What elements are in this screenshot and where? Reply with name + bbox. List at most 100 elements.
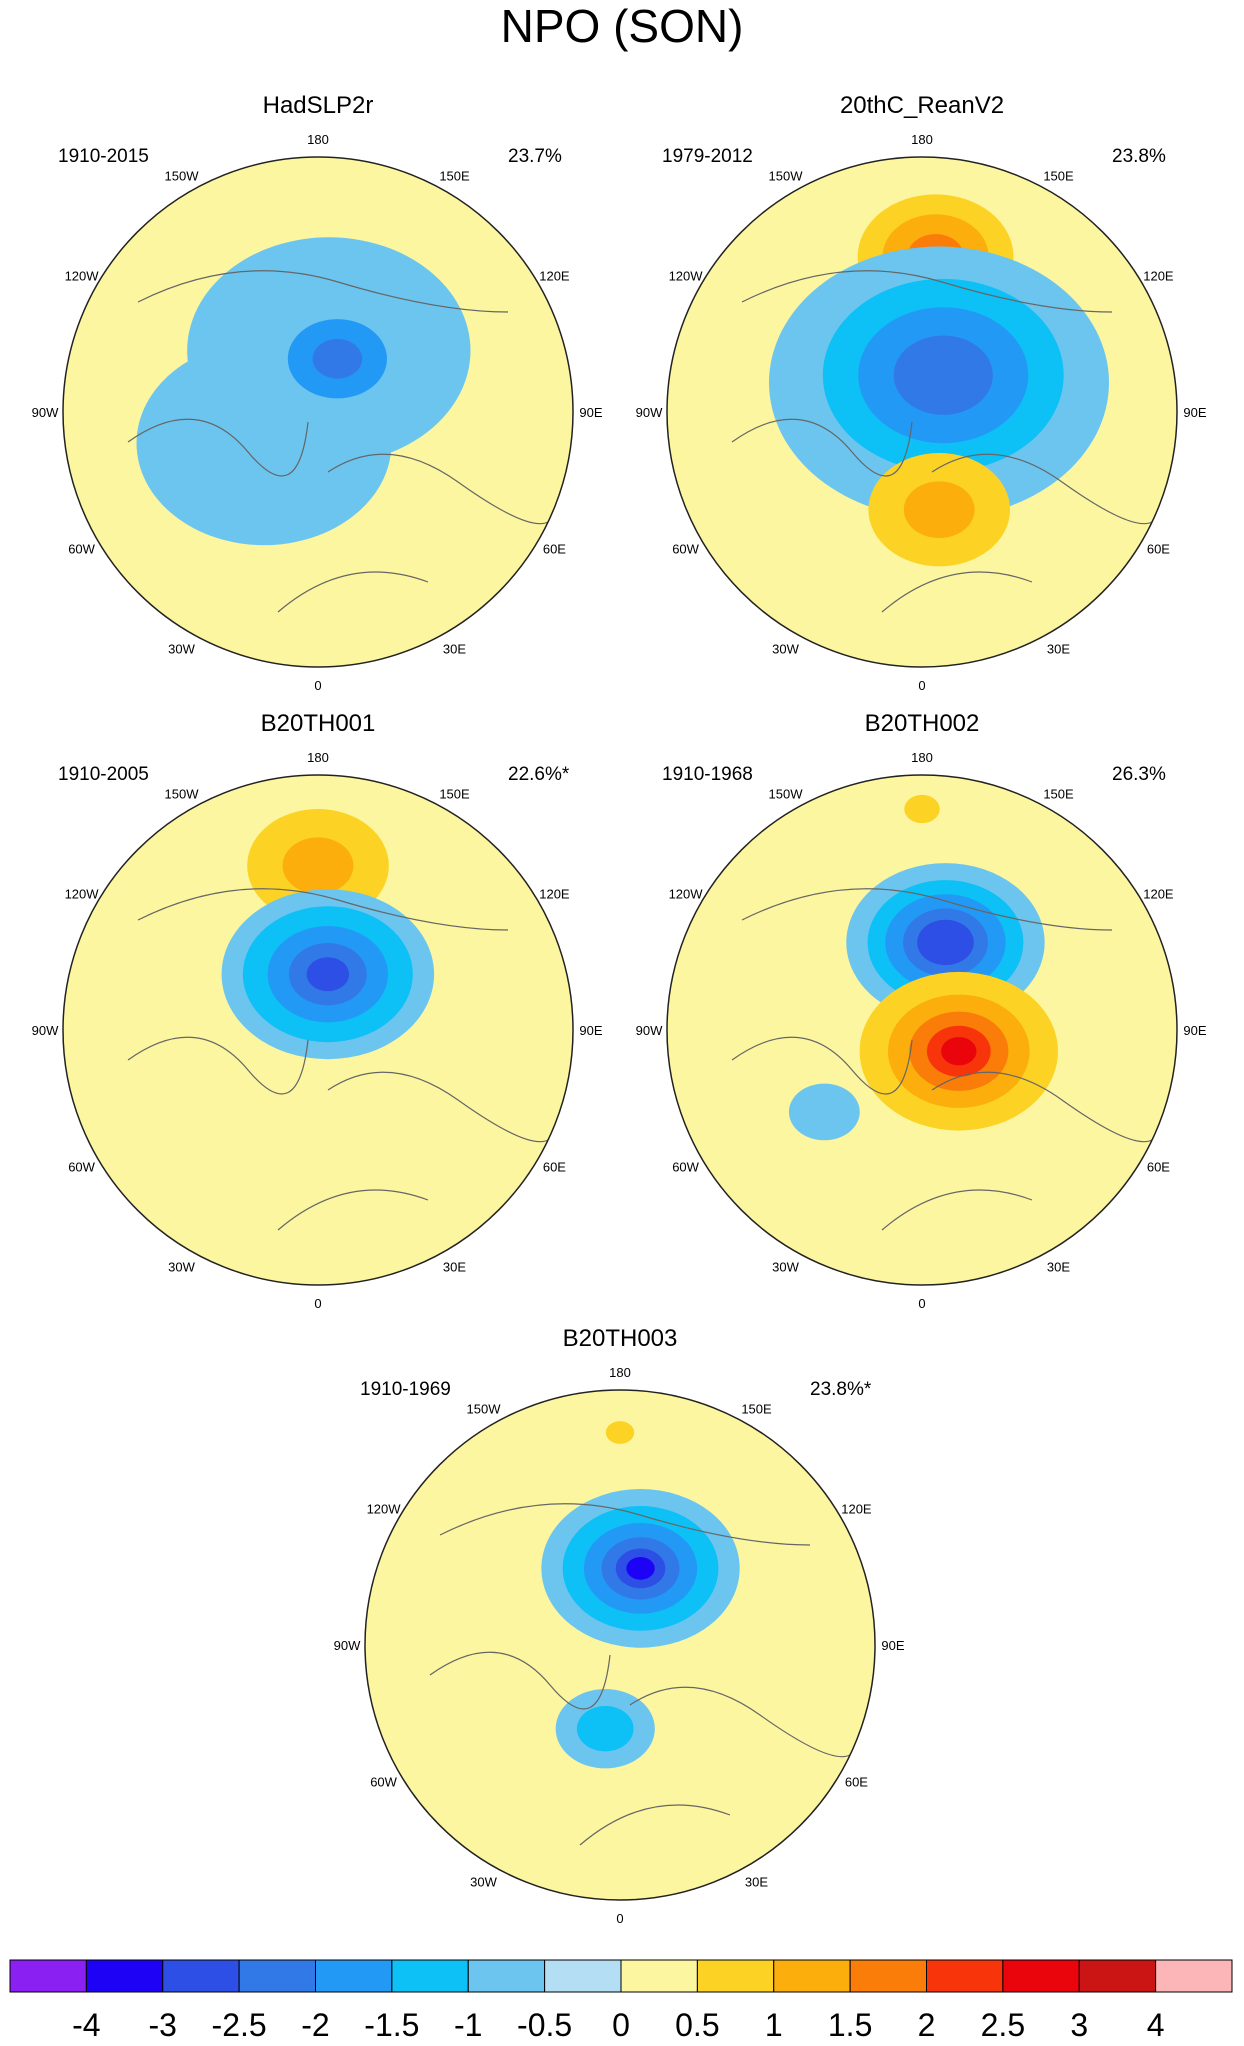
- lon-label: 30W: [168, 1259, 195, 1274]
- colorbar-swatch: [85, 1959, 164, 1993]
- lon-label: 90W: [636, 1023, 663, 1038]
- slp-field: [788, 794, 1058, 1141]
- colorbar-swatch: [696, 1959, 775, 1993]
- lon-label: 150E: [439, 787, 470, 802]
- slp-field: [221, 809, 435, 1060]
- panel-years: 1910-1968: [662, 764, 753, 785]
- lon-label: 180: [911, 132, 933, 147]
- colorbar-swatch: [315, 1959, 393, 1993]
- lon-label: 30W: [772, 641, 799, 656]
- lon-label: 150W: [165, 169, 200, 184]
- lon-label: 180: [307, 132, 329, 147]
- colorbar-swatch: [1155, 1959, 1233, 1993]
- lon-label: 120W: [669, 887, 704, 902]
- map-border: [62, 774, 574, 1286]
- slp-anomaly-blob: [788, 1083, 860, 1141]
- lon-label: 0: [918, 1296, 925, 1311]
- lon-label: 150E: [1043, 787, 1074, 802]
- colorbar-label: 4: [1147, 2007, 1165, 2043]
- slp-anomaly-blob: [605, 1421, 635, 1444]
- lon-label: 120E: [1143, 887, 1174, 902]
- lon-label: 150W: [467, 1402, 502, 1417]
- lon-label: 60E: [1147, 1160, 1170, 1175]
- map-border: [666, 774, 1178, 1286]
- lon-label: 120E: [539, 887, 570, 902]
- slp-anomaly-blob: [576, 1706, 634, 1752]
- lon-label: 90W: [334, 1638, 361, 1653]
- map-panels: HadSLP2r 1910-2015 23.7% 180 150E 120E 90E 60E 3…: [32, 92, 1207, 1926]
- lon-label: 30W: [772, 1259, 799, 1274]
- lon-label: 60E: [543, 1160, 566, 1175]
- colorbar-label: 2: [918, 2007, 936, 2043]
- lon-label: 60E: [543, 542, 566, 557]
- colorbar-swatch: [620, 1959, 698, 1993]
- lon-label: 150E: [439, 169, 470, 184]
- colorbar-label: -4: [72, 2007, 100, 2043]
- panel-variance: 23.8%: [1112, 146, 1166, 167]
- lon-label: 30E: [443, 1259, 466, 1274]
- slp-anomaly-blob: [941, 1037, 977, 1066]
- lon-label: 120E: [539, 269, 570, 284]
- colorbar-label: -2.5: [212, 2007, 267, 2043]
- figure-title: NPO (SON): [501, 0, 744, 52]
- lon-label: 0: [616, 1911, 623, 1926]
- colorbar-swatch: [849, 1959, 927, 1993]
- colorbar-label: 3: [1070, 2007, 1088, 2043]
- colorbar-label: 2.5: [981, 2007, 1025, 2043]
- coastlines: [731, 888, 1153, 1231]
- coastlines: [127, 270, 549, 613]
- slp-anomaly-blob: [626, 1557, 655, 1580]
- lon-label: 120E: [841, 1502, 872, 1517]
- coastlines: [127, 888, 549, 1231]
- colorbar-label: -1: [454, 2007, 482, 2043]
- map-panel-b20th002: B20TH002 1910-1968 26.3% 180 150E 120E 90E 60E 3…: [636, 710, 1207, 1311]
- map-panel-hadslp2r: HadSLP2r 1910-2015 23.7% 180 150E 120E 90E 60E 3…: [32, 92, 603, 693]
- lon-label: 90W: [32, 1023, 59, 1038]
- map-panel-20thc-reanv2: 20thC_ReanV2 1979-2012 23.8% 180 150E 120E 90E…: [636, 92, 1207, 693]
- colorbar-swatch: [1078, 1959, 1157, 1993]
- panel-variance: 23.7%: [508, 146, 562, 167]
- coastlines: [429, 1503, 851, 1846]
- lon-label: 150W: [769, 169, 804, 184]
- lon-label: 90E: [881, 1638, 904, 1653]
- lon-label: 30E: [1047, 1259, 1070, 1274]
- panel-years: 1979-2012: [662, 146, 753, 167]
- lon-label: 150E: [741, 1402, 772, 1417]
- colorbar-label: -0.5: [517, 2007, 572, 2043]
- panel-years: 1910-2015: [58, 146, 149, 167]
- colorbar-swatch: [544, 1959, 622, 1993]
- lon-label: 180: [609, 1365, 631, 1380]
- lon-label: 30E: [443, 641, 466, 656]
- slp-anomaly-blob: [282, 837, 354, 895]
- lon-label: 60W: [370, 1775, 397, 1790]
- lon-label: 30E: [1047, 641, 1070, 656]
- lon-label: 90E: [579, 405, 602, 420]
- lon-label: 150W: [165, 787, 200, 802]
- slp-anomaly-blob: [917, 919, 974, 966]
- slp-anomaly-blob: [903, 481, 975, 538]
- lon-label: 120W: [367, 1502, 402, 1517]
- panel-title: B20TH003: [563, 1325, 678, 1352]
- lon-label: 120E: [1143, 269, 1174, 284]
- colorbar-label: -1.5: [364, 2007, 419, 2043]
- slp-anomaly-blob: [893, 335, 993, 415]
- colorbar-swatch: [773, 1959, 851, 1993]
- colorbar-swatch: [162, 1959, 240, 1993]
- panel-title: HadSLP2r: [263, 92, 374, 119]
- slp-field: [541, 1421, 740, 1769]
- lon-label: 60W: [68, 1160, 95, 1175]
- lon-label: 120W: [65, 269, 100, 284]
- map-border: [364, 1389, 876, 1901]
- slp-anomaly-blob: [306, 957, 350, 992]
- coastlines: [731, 270, 1153, 613]
- lon-label: 30E: [745, 1874, 768, 1889]
- colorbar-swatch: [391, 1959, 469, 1993]
- lon-label: 180: [911, 750, 933, 765]
- lon-label: 0: [918, 678, 925, 693]
- lon-label: 60W: [672, 1160, 699, 1175]
- panel-title: B20TH002: [865, 710, 980, 737]
- map-panel-b20th001: B20TH001 1910-2005 22.6%* 180 150E 120E 90E 60E…: [32, 710, 603, 1311]
- colorbar-label: 1: [765, 2007, 783, 2043]
- map-border: [62, 156, 574, 668]
